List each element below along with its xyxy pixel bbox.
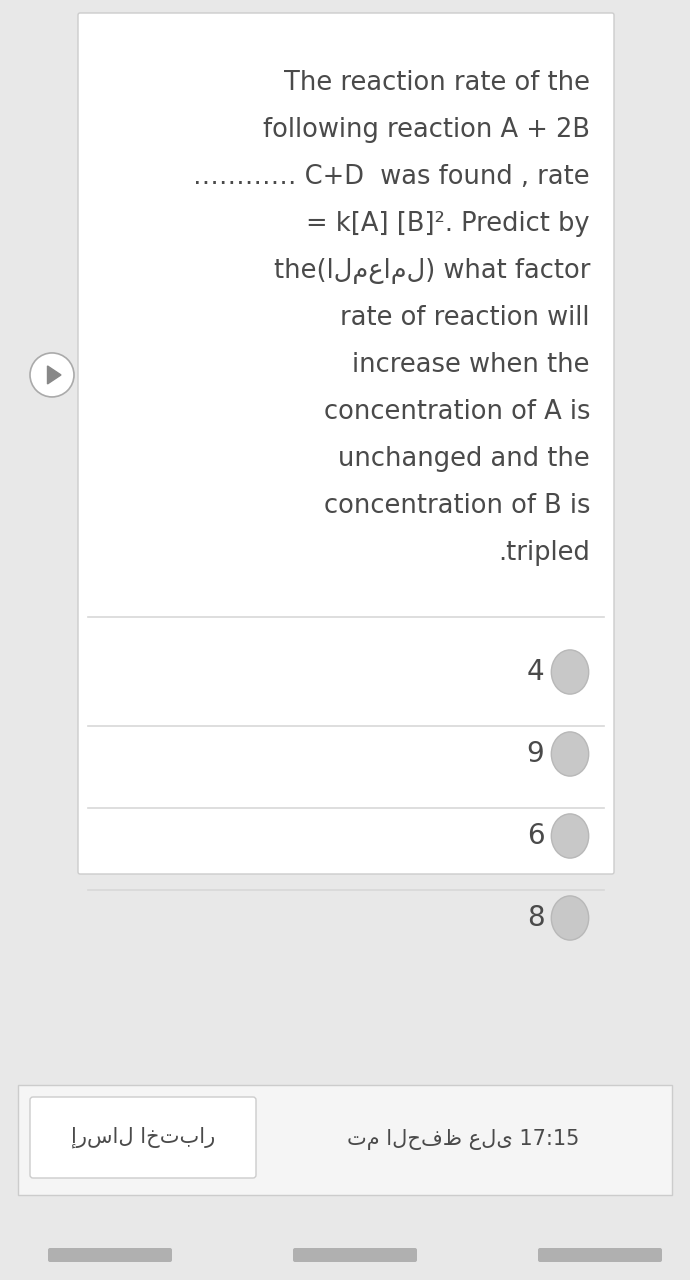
Text: 9: 9 [526, 740, 544, 768]
Text: the(المعامل) what factor: the(المعامل) what factor [273, 259, 590, 284]
Text: ………… C+D  was found , rate: ………… C+D was found , rate [193, 164, 590, 189]
Text: = k[A] [B]². Predict by: = k[A] [B]². Predict by [306, 211, 590, 237]
Text: 4: 4 [527, 658, 544, 686]
Circle shape [30, 353, 74, 397]
Ellipse shape [551, 814, 589, 858]
Text: rate of reaction will: rate of reaction will [340, 305, 590, 332]
Text: concentration of A is: concentration of A is [324, 399, 590, 425]
Text: 6: 6 [527, 822, 544, 850]
Text: إرسال اختبار: إرسال اختبار [71, 1126, 215, 1148]
Ellipse shape [551, 732, 589, 776]
Text: increase when the: increase when the [353, 352, 590, 378]
Ellipse shape [551, 650, 589, 694]
Ellipse shape [551, 896, 589, 940]
Text: concentration of B is: concentration of B is [324, 493, 590, 518]
Text: following reaction A + 2B: following reaction A + 2B [263, 116, 590, 143]
FancyBboxPatch shape [293, 1248, 417, 1262]
Text: تم الحفظ على 17:15: تم الحفظ على 17:15 [346, 1129, 579, 1151]
FancyBboxPatch shape [30, 1097, 256, 1178]
FancyBboxPatch shape [538, 1248, 662, 1262]
Text: unchanged and the: unchanged and the [338, 445, 590, 472]
Text: 8: 8 [527, 904, 544, 932]
FancyBboxPatch shape [18, 1085, 672, 1196]
FancyBboxPatch shape [78, 13, 614, 874]
Text: The reaction rate of the: The reaction rate of the [284, 70, 590, 96]
FancyBboxPatch shape [48, 1248, 172, 1262]
Text: .tripled: .tripled [498, 540, 590, 566]
Polygon shape [48, 366, 61, 384]
